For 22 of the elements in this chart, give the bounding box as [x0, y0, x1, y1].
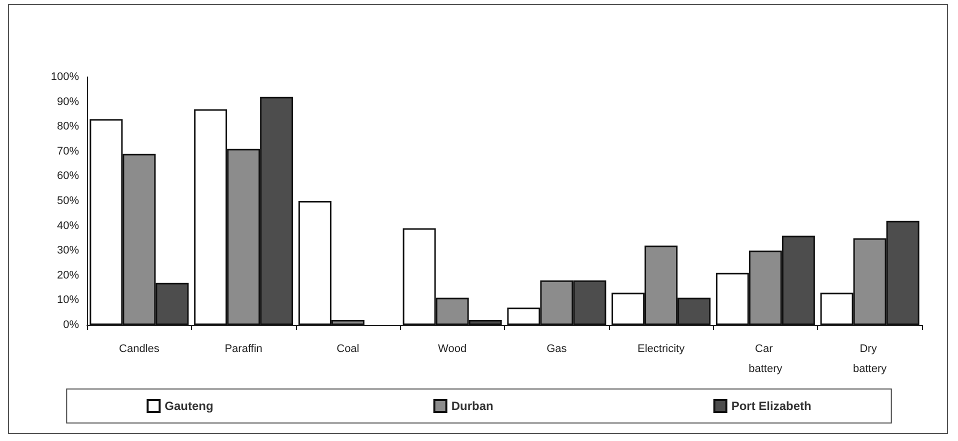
y-tick-label: 20%	[56, 269, 80, 282]
y-tick-label: 0%	[63, 319, 80, 331]
y-tick-label: 50%	[56, 195, 80, 207]
x-tick-label: Gas	[546, 343, 568, 355]
x-tick-label: Candles	[119, 343, 160, 355]
x-tick-label: Paraffin	[224, 343, 262, 355]
y-tick-label: 40%	[56, 220, 80, 232]
x-tick-label: Coal	[336, 343, 360, 355]
y-tick-label: 70%	[56, 145, 80, 158]
y-tick-label: 80%	[56, 120, 80, 133]
x-tick-label: Dry battery	[852, 343, 888, 375]
legend-label: Gauteng	[164, 399, 214, 413]
legend-label: Port Elizabeth	[731, 399, 812, 413]
y-tick-label: 10%	[56, 294, 80, 306]
x-tick-label: Electricity	[638, 343, 686, 355]
legend-label: Durban	[451, 399, 494, 413]
y-tick-label: 90%	[56, 96, 80, 108]
x-tick-label: Wood	[438, 343, 467, 355]
y-tick-label: 100%	[50, 71, 80, 83]
x-tick-label: Car battery	[748, 343, 783, 375]
y-tick-label: 30%	[56, 244, 80, 257]
y-tick-label: 60%	[56, 170, 80, 182]
